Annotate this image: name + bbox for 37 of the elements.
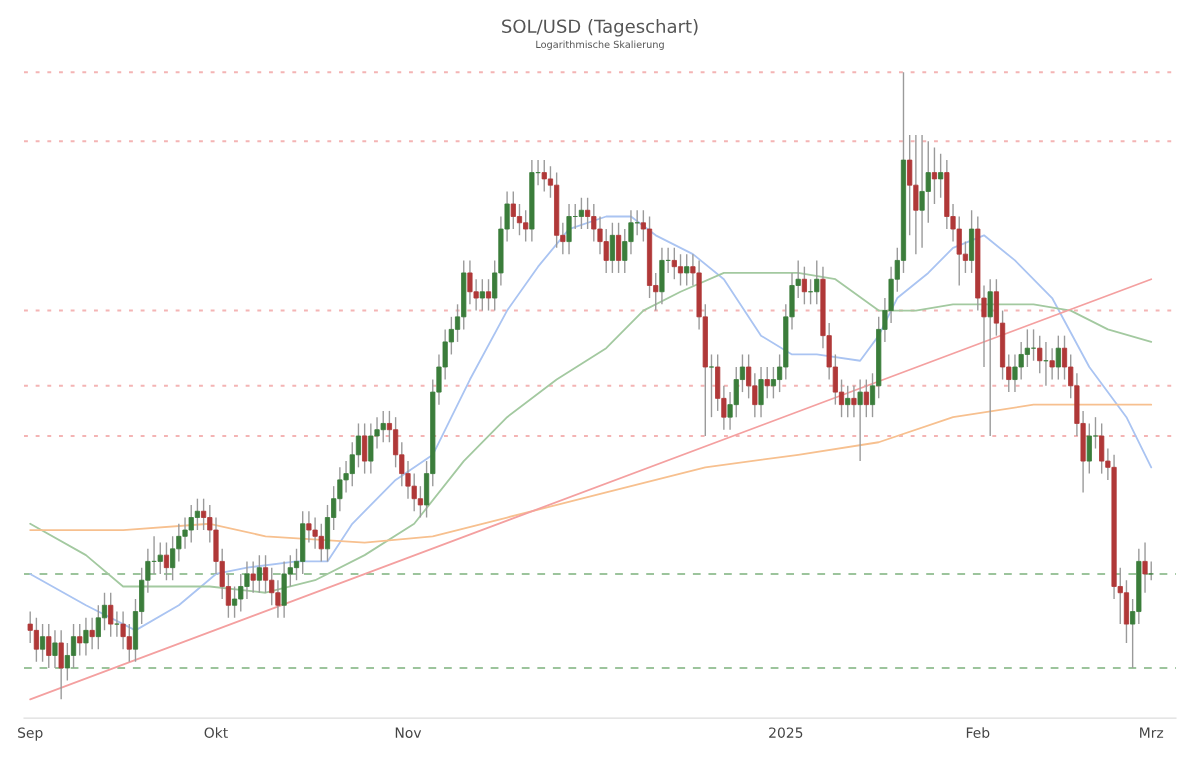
candlestick xyxy=(857,378,863,462)
candlestick xyxy=(77,623,83,657)
chart-title: SOL/USD (Tageschart) xyxy=(502,19,698,37)
candlestick xyxy=(52,629,58,669)
candlestick xyxy=(845,385,851,418)
candlestick xyxy=(708,353,715,418)
x-tick-label: Mrz xyxy=(1140,727,1164,738)
candlestick xyxy=(1055,334,1061,381)
x-tick-label: Sep xyxy=(18,727,43,741)
candlestick xyxy=(479,278,485,312)
candlestick xyxy=(931,146,938,205)
candlestick xyxy=(851,385,857,418)
candlestick xyxy=(1037,334,1043,374)
candlestick xyxy=(764,366,770,400)
chart-subtitle: Logarithmische Skalierung xyxy=(536,40,664,50)
candlestick xyxy=(46,623,52,669)
candlestick xyxy=(684,253,690,287)
x-tick-label: Okt xyxy=(204,727,228,738)
candlestick xyxy=(578,197,585,230)
candlestick xyxy=(39,623,46,663)
candlestick xyxy=(863,378,869,418)
candlestick xyxy=(163,541,170,581)
candlestick xyxy=(801,265,807,305)
candlestick xyxy=(485,278,492,312)
candlestick xyxy=(1049,347,1055,381)
candlestick xyxy=(256,554,262,594)
candlestick xyxy=(108,592,114,638)
x-tick-label: Feb xyxy=(966,727,990,738)
candlestick xyxy=(1148,560,1154,581)
candlestick xyxy=(1142,541,1148,594)
candlestick xyxy=(89,617,95,650)
candlestick xyxy=(114,610,120,638)
x-tick-label: Nov xyxy=(395,727,422,738)
candlestick xyxy=(250,560,256,594)
candlestick xyxy=(938,153,944,199)
x-tick-label: 2025 xyxy=(769,727,803,738)
candlestick xyxy=(83,617,89,657)
